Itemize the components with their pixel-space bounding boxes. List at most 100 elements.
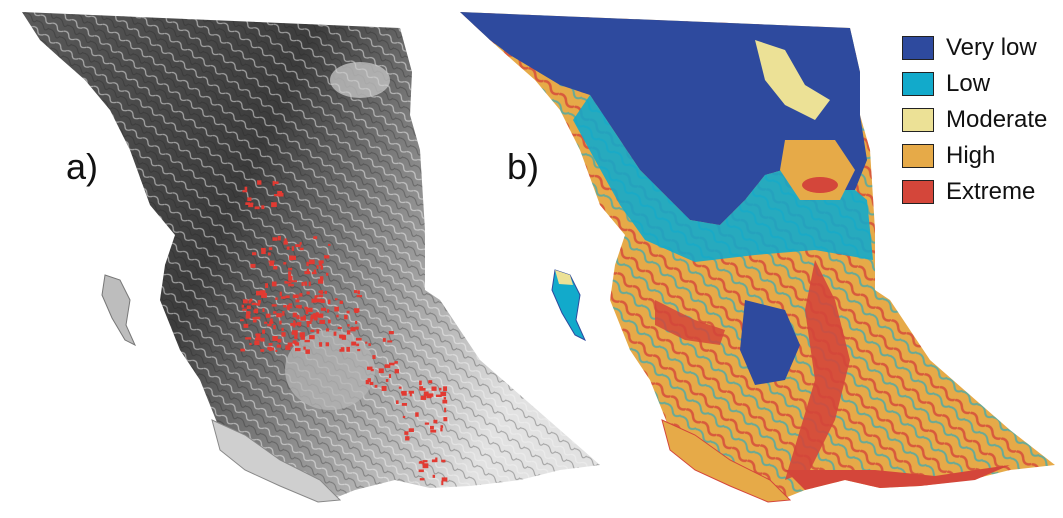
fire-location-point (431, 386, 437, 391)
fire-location-point (304, 281, 307, 286)
fire-location-point (254, 206, 260, 210)
fire-location-point (307, 307, 313, 312)
fire-location-point (311, 298, 317, 303)
fire-location-point (315, 298, 322, 303)
fire-location-point (305, 309, 309, 315)
fire-location-point (347, 324, 350, 327)
fire-location-point (313, 236, 318, 240)
legend-swatch (902, 72, 934, 96)
fire-location-point (279, 320, 282, 325)
fire-location-point (300, 335, 305, 340)
fire-location-point (444, 407, 447, 413)
fire-location-point (287, 306, 293, 309)
panel-label-b: b) (507, 146, 540, 187)
fire-location-point (310, 316, 313, 322)
fire-location-point (320, 290, 324, 295)
fire-location-point (264, 321, 268, 324)
fire-location-point (318, 290, 321, 294)
fire-location-point (334, 298, 338, 301)
fire-location-point (276, 344, 282, 348)
fire-location-point (242, 190, 248, 193)
fire-location-point (272, 180, 275, 186)
fire-location-point (271, 202, 277, 208)
fire-location-point (365, 341, 368, 344)
fire-location-point (293, 323, 296, 328)
legend-item-moderate: Moderate (902, 102, 1047, 138)
legend-label: Low (946, 70, 991, 97)
fire-location-point (261, 247, 266, 251)
fire-location-point (388, 374, 392, 379)
fire-location-point (439, 387, 442, 391)
fire-location-point (246, 311, 250, 317)
panel-label-a: a) (66, 146, 99, 187)
fire-location-point (333, 331, 337, 336)
fire-location-point (254, 340, 260, 346)
fire-location-point (409, 392, 412, 397)
low-region (573, 95, 873, 262)
fire-location-point (415, 412, 419, 417)
fire-location-point (299, 247, 304, 251)
fire-location-point (441, 459, 446, 463)
fire-location-point (285, 345, 291, 351)
fire-location-point (299, 293, 303, 297)
fire-location-point (273, 266, 278, 270)
legend-swatch (902, 144, 934, 168)
fire-location-point (318, 294, 323, 298)
relief-map-panel: a) (22, 12, 600, 503)
fire-location-point (356, 295, 363, 298)
fire-location-point (324, 255, 330, 259)
fire-location-point (296, 316, 300, 319)
fire-location-point (346, 330, 351, 335)
fire-location-point (304, 306, 308, 310)
fire-location-point (424, 422, 430, 425)
fire-location-point (320, 265, 324, 270)
fire-location-point (268, 343, 273, 346)
legend-item-very-low: Very low (902, 30, 1047, 66)
fire-location-point (306, 291, 310, 295)
fire-location-point (405, 436, 410, 441)
legend-label: Very low (946, 34, 1037, 61)
legend-swatch (902, 180, 934, 204)
fire-location-point (313, 315, 318, 321)
fire-location-point (300, 316, 306, 321)
fire-location-point (267, 323, 272, 327)
fire-location-point (274, 194, 278, 197)
legend-label: Moderate (946, 106, 1048, 133)
fire-location-point (256, 303, 261, 306)
fire-location-point (268, 247, 273, 251)
fire-location-point (357, 349, 361, 352)
fire-location-point (243, 323, 249, 328)
fire-location-point (346, 346, 350, 352)
fire-location-point (340, 334, 345, 339)
fire-location-point (441, 480, 444, 486)
fire-location-point (319, 276, 324, 281)
fire-location-point (301, 282, 304, 286)
fire-location-point (422, 463, 429, 469)
fire-location-point (245, 202, 251, 205)
fire-location-point (420, 395, 427, 400)
fire-location-point (284, 238, 287, 244)
fire-location-point (401, 390, 407, 396)
fire-location-point (422, 460, 428, 463)
fire-location-point (419, 478, 425, 481)
fire-location-point (249, 298, 253, 302)
fire-location-point (261, 249, 266, 255)
fire-location-point (318, 260, 324, 264)
fire-location-point (250, 263, 256, 268)
fire-location-point (267, 346, 271, 350)
fire-location-point (240, 319, 244, 322)
fire-location-point (290, 255, 297, 260)
fire-location-point (304, 339, 310, 343)
fire-danger-legend: Very low Low Moderate High Extreme (902, 30, 1047, 210)
fire-location-point (368, 343, 371, 347)
fire-location-point (295, 305, 301, 308)
fire-location-point (389, 362, 395, 366)
fire-location-point (306, 324, 310, 328)
fire-location-point (295, 348, 301, 352)
fire-location-point (367, 378, 371, 383)
fire-location-point (279, 291, 282, 296)
fire-location-point (336, 314, 339, 318)
fire-location-point (419, 380, 422, 386)
fire-location-point (294, 334, 298, 340)
legend-label: Extreme (946, 178, 1036, 205)
